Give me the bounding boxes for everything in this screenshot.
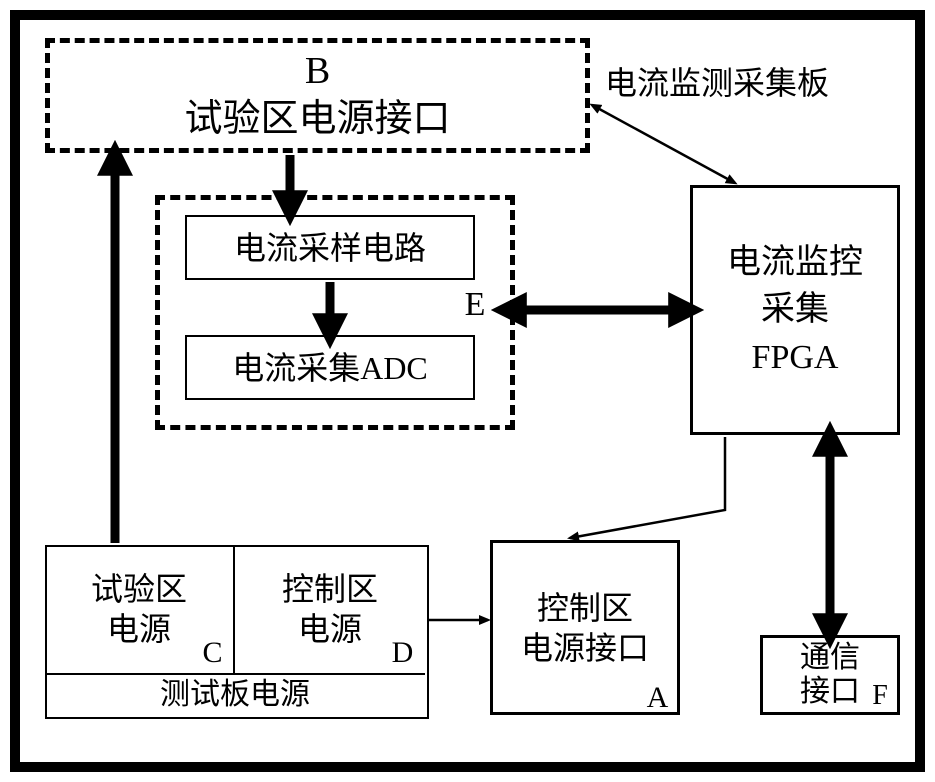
block-b-letter: B — [305, 48, 330, 96]
block-a-line1: 控制区 — [537, 588, 633, 628]
block-d-letter: D — [385, 635, 420, 670]
testboard-power-label: 测试板电源 — [45, 675, 425, 715]
block-b-label: 试验区电源接口 — [184, 96, 450, 144]
block-e-letter: E — [455, 285, 495, 325]
block-d-line1: 控制区 — [282, 569, 378, 609]
block-f-line1: 通信 — [800, 641, 860, 676]
fpga-line3: FPGA — [752, 334, 839, 382]
block-a-letter-text: A — [647, 679, 669, 717]
testboard-power-text: 测试板电源 — [160, 676, 310, 714]
block-d-line2: 电源 — [298, 609, 362, 649]
block-d-letter-text: D — [392, 634, 414, 672]
block-c-line1: 试验区 — [91, 569, 187, 609]
block-e-sampling-circuit: 电流采样电路 — [185, 215, 475, 280]
block-e-sampling-label: 电流采样电路 — [234, 228, 426, 268]
block-c-letter: C — [195, 635, 230, 670]
block-a-line2: 电源接口 — [521, 628, 649, 668]
block-f-letter: F — [865, 680, 895, 710]
fpga-line2: 采集 — [761, 286, 829, 334]
block-f-line2: 接口 — [800, 675, 860, 710]
block-c-line2: 电源 — [107, 609, 171, 649]
board-title-label: 电流监测采集板 — [605, 60, 905, 105]
board-title-text: 电流监测采集板 — [605, 63, 829, 103]
block-e-adc-label: 电流采集ADC — [232, 348, 428, 388]
block-f-letter-text: F — [872, 678, 888, 713]
fpga-line1: 电流监控 — [727, 239, 863, 287]
fpga-block: 电流监控 采集 FPGA — [690, 185, 900, 435]
block-c-letter-text: C — [202, 634, 222, 672]
block-e-adc: 电流采集ADC — [185, 335, 475, 400]
block-b-test-area-power-interface: B 试验区电源接口 — [45, 38, 590, 153]
block-e-letter-text: E — [465, 284, 486, 327]
block-a-letter: A — [640, 680, 675, 715]
